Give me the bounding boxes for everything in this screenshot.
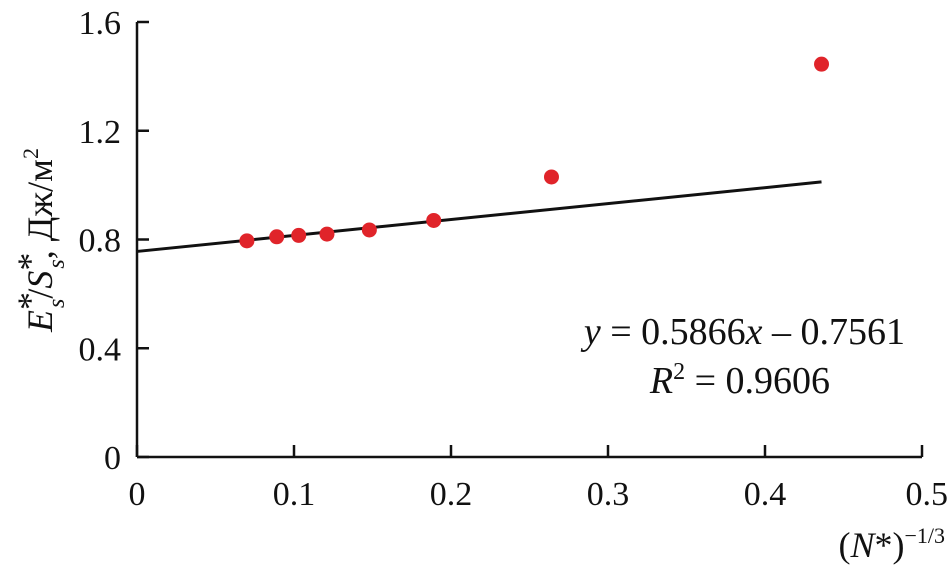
- ticks: 0 0.1 0.2 0.3 0.4 0.5 0 0.4 0.8 1.2 1.6: [79, 5, 949, 513]
- data-point: [814, 56, 830, 72]
- x-tick-label: 0.3: [587, 476, 630, 513]
- data-point: [426, 212, 442, 228]
- data-point: [291, 227, 307, 243]
- x-tick-label: 0: [129, 476, 146, 513]
- x-tick-label: 0.4: [744, 476, 787, 513]
- data-point: [361, 222, 377, 238]
- data-point: [543, 169, 559, 185]
- x-tick-label: 0.5: [906, 476, 949, 513]
- data-point: [239, 233, 255, 249]
- x-axis-title: (N*)−1/3: [838, 523, 945, 565]
- y-tick-label: 0: [104, 440, 121, 477]
- data-point: [269, 229, 285, 245]
- data-point: [319, 226, 335, 242]
- y-axis-title: E*s/S*s, Дж/м2: [10, 148, 70, 333]
- r-squared-label: R2 = 0.9606: [649, 359, 830, 402]
- y-tick-label: 1.2: [79, 114, 122, 151]
- x-tick-label: 0.1: [273, 476, 316, 513]
- data-points: [239, 56, 830, 249]
- y-tick-label: 0.4: [79, 331, 122, 368]
- y-tick-label: 1.6: [79, 5, 122, 42]
- equation-label: y = 0.5866x – 0.7561: [580, 311, 905, 353]
- x-tick-label: 0.2: [430, 476, 473, 513]
- y-tick-label: 0.8: [79, 223, 122, 260]
